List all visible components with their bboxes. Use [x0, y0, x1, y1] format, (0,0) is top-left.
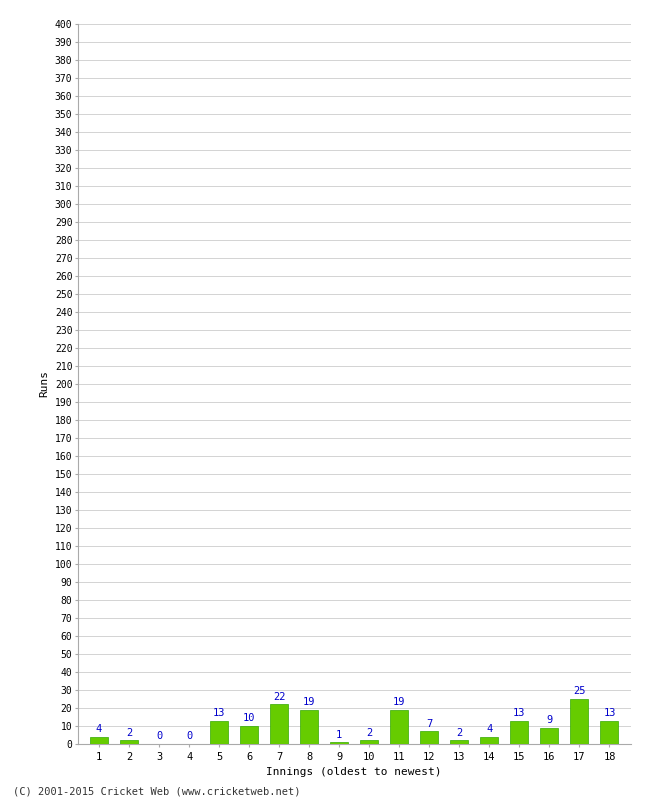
Bar	[421, 731, 438, 744]
Text: 25: 25	[573, 686, 586, 696]
Bar	[510, 721, 528, 744]
Bar	[270, 704, 288, 744]
Bar	[571, 699, 588, 744]
Text: 1: 1	[336, 730, 343, 739]
Bar	[450, 741, 469, 744]
Text: 19: 19	[393, 697, 406, 707]
Text: 2: 2	[126, 728, 132, 738]
Bar	[90, 737, 108, 744]
X-axis label: Innings (oldest to newest): Innings (oldest to newest)	[266, 767, 442, 777]
Bar	[540, 728, 558, 744]
Bar	[360, 741, 378, 744]
Text: (C) 2001-2015 Cricket Web (www.cricketweb.net): (C) 2001-2015 Cricket Web (www.cricketwe…	[13, 786, 300, 796]
Text: 0: 0	[186, 731, 192, 742]
Text: 9: 9	[546, 715, 552, 725]
Text: 13: 13	[513, 708, 526, 718]
Y-axis label: Runs: Runs	[39, 370, 49, 398]
Text: 2: 2	[456, 728, 462, 738]
Text: 13: 13	[213, 708, 226, 718]
Text: 10: 10	[243, 714, 255, 723]
Text: 4: 4	[486, 724, 493, 734]
Bar	[601, 721, 619, 744]
Text: 19: 19	[303, 697, 315, 707]
Bar	[240, 726, 258, 744]
Bar	[120, 741, 138, 744]
Text: 13: 13	[603, 708, 616, 718]
Bar	[480, 737, 499, 744]
Text: 4: 4	[96, 724, 102, 734]
Bar	[300, 710, 318, 744]
Text: 0: 0	[156, 731, 162, 742]
Text: 2: 2	[366, 728, 372, 738]
Text: 7: 7	[426, 718, 432, 729]
Bar	[210, 721, 228, 744]
Bar	[330, 742, 348, 744]
Bar	[390, 710, 408, 744]
Text: 22: 22	[273, 692, 285, 702]
